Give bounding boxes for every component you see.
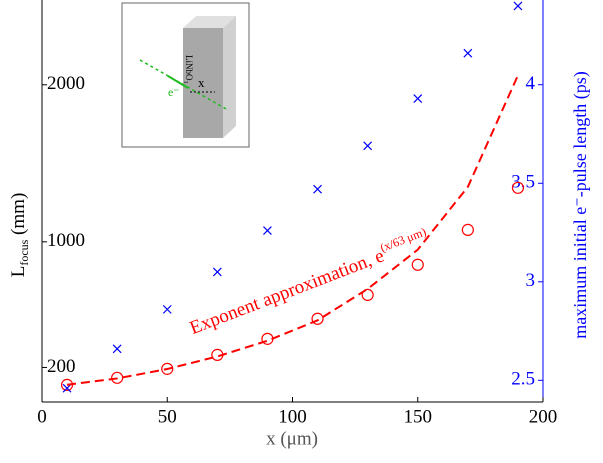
x-tick-label: 0 (37, 406, 47, 427)
x-axis-label: x (μm) (266, 428, 318, 449)
y-tick-label: 1000 (47, 230, 85, 251)
inset: LiNbO₃ e⁻ x (121, 2, 250, 148)
point (511, 181, 525, 194)
point (513, 1, 523, 11)
point (62, 383, 72, 393)
beam-solid (167, 75, 189, 89)
y2-tick-label: 3.5 (511, 172, 535, 193)
x-tick-label: 150 (404, 406, 433, 427)
point (212, 267, 222, 277)
y-tick-label: 200 (47, 356, 76, 377)
point (463, 48, 473, 58)
point (361, 288, 374, 302)
point (363, 141, 373, 151)
inset-label: x (198, 75, 205, 90)
x-tick-label: 50 (158, 406, 177, 427)
point (461, 223, 474, 236)
y2-axis-label: maximum initial e⁻-pulse length (ps) (570, 71, 591, 338)
y-label-main: L (8, 266, 29, 278)
point (112, 344, 122, 354)
point (411, 258, 424, 271)
y-label-unit: (mm) (8, 193, 29, 235)
fit-line (66, 74, 519, 386)
point (161, 362, 174, 375)
y2-tick-label: 2.5 (511, 369, 535, 390)
inset-label: LiNbO₃ (184, 55, 194, 84)
y-tick-label: 2000 (47, 73, 85, 94)
x-tick-label: 100 (278, 406, 307, 427)
y2-tick-label: 3 (526, 270, 536, 291)
point (263, 226, 272, 235)
annotation: Exponent approximation, e(x/63 μm) (185, 224, 432, 339)
y2-tick-label: 4 (526, 73, 536, 94)
crystal-side (223, 16, 236, 138)
crystal-face (183, 28, 223, 138)
point (313, 184, 322, 194)
crystal-top (183, 16, 236, 28)
annotation-exponent: (x/63 μm) (378, 224, 428, 254)
point (311, 312, 324, 325)
point (162, 304, 172, 314)
y-label-sub: focus (17, 239, 31, 265)
point (413, 94, 423, 103)
inset-label: e⁻ (168, 85, 180, 99)
annotation-text: Exponent approximation, e (187, 246, 387, 340)
x-tick-label: 200 (529, 406, 558, 427)
y-axis-label: Lfocus (mm) (8, 193, 30, 278)
